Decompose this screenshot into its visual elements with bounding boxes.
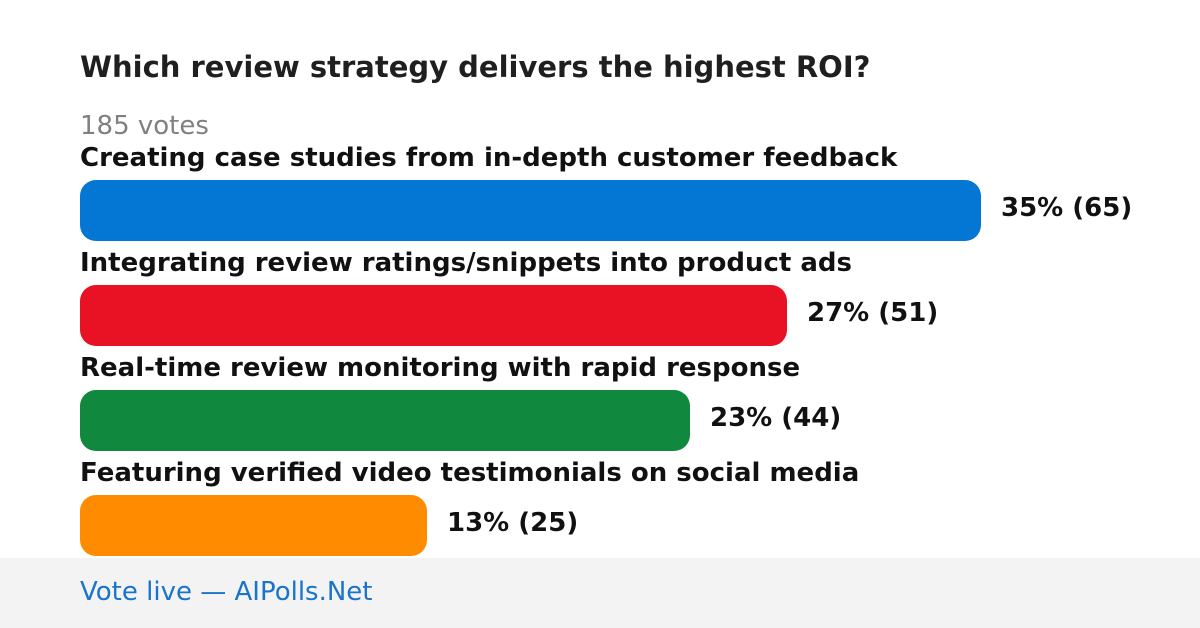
option-value-label: 27% (51)	[807, 298, 939, 328]
option-value-label: 23% (44)	[710, 403, 842, 433]
option-label: Integrating review ratings/snippets into…	[80, 248, 852, 278]
option-bar	[80, 180, 981, 241]
poll-options: Creating case studies from in-depth cust…	[80, 143, 1133, 556]
option-bar	[80, 285, 787, 346]
option-label: Featuring verified video testimonials on…	[80, 458, 860, 488]
option-label: Real-time review monitoring with rapid r…	[80, 353, 801, 383]
option-bar	[80, 390, 690, 451]
option-value-label: 13% (25)	[447, 508, 579, 538]
option-label: Creating case studies from in-depth cust…	[80, 143, 898, 173]
poll-title: Which review strategy delivers the highe…	[80, 50, 871, 84]
vote-count: 185 votes	[80, 111, 209, 141]
footer-bar: Vote live — AIPolls.Net	[0, 558, 1200, 628]
option-bar	[80, 495, 427, 556]
vote-live-link[interactable]: Vote live — AIPolls.Net	[80, 577, 373, 607]
option-value-label: 35% (65)	[1001, 193, 1133, 223]
